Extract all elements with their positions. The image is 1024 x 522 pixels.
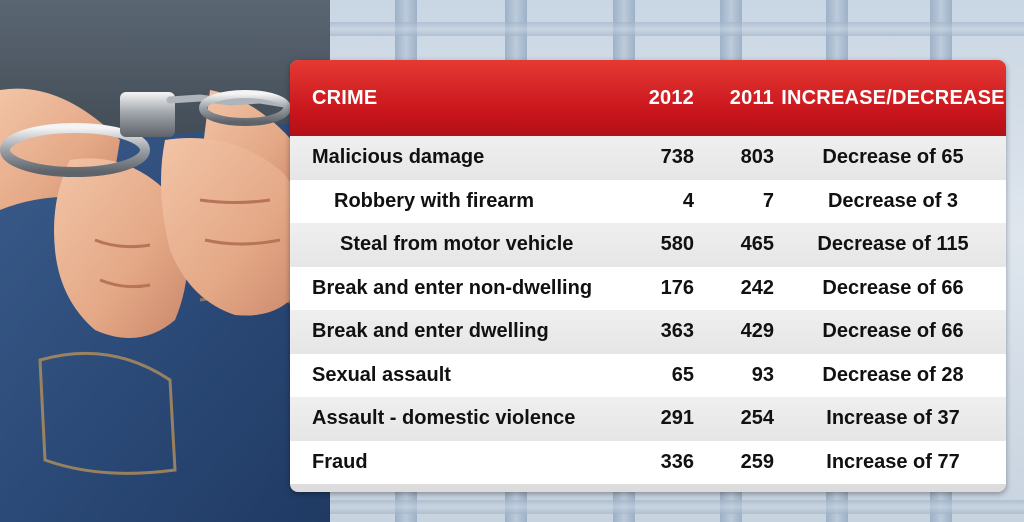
value-2011-cell: 254	[740, 407, 774, 430]
table-row: Sexual assault 65 93 Decrease of 28	[290, 353, 1006, 397]
header-2011: 2011	[729, 86, 774, 109]
change-cell: Decrease of 66	[822, 276, 964, 299]
table-header: CRIME 2012 2011 INCREASE/DECREASE	[290, 60, 1006, 136]
value-2012-cell: 363	[660, 320, 694, 343]
value-2012-cell: 738	[660, 146, 694, 169]
change-cell: Decrease of 28	[822, 363, 964, 386]
crime-table: CRIME 2012 2011 INCREASE/DECREASE Malici…	[290, 60, 1006, 492]
table-row: Steal from motor vehicle 580 465 Decreas…	[290, 223, 1006, 267]
value-2012-cell: 176	[660, 276, 694, 299]
crime-cell: Robbery with firearm	[334, 189, 535, 212]
table-row: Assault - domestic violence 291 254 Incr…	[290, 397, 1006, 441]
table-row: Fraud 336 259 Increase of 77	[290, 440, 1006, 484]
table-row: Malicious damage 738 803 Decrease of 65	[290, 136, 1006, 180]
table-row: Robbery with firearm 4 7 Decrease of 3	[290, 179, 1006, 223]
value-2011-cell: 465	[740, 233, 774, 256]
table-row: Break and enter non-dwelling 176 242 Dec…	[290, 266, 1006, 310]
background-bar	[200, 500, 1024, 514]
crime-cell: Fraud	[312, 450, 368, 473]
header-2012: 2012	[648, 86, 694, 109]
value-2011-cell: 7	[762, 189, 774, 212]
change-cell: Decrease of 115	[817, 233, 969, 256]
value-2011-cell: 429	[740, 320, 774, 343]
value-2011-cell: 93	[751, 363, 774, 386]
header-crime: CRIME	[312, 86, 378, 109]
crime-cell: Steal from motor vehicle	[340, 233, 574, 256]
change-cell: Increase of 37	[826, 407, 960, 430]
value-2012-cell: 65	[671, 363, 694, 386]
background-bar	[200, 22, 1024, 36]
change-cell: Decrease of 66	[822, 320, 964, 343]
value-2012-cell: 336	[660, 450, 694, 473]
table-row: Break and enter dwelling 363 429 Decreas…	[290, 310, 1006, 354]
value-2012-cell: 580	[660, 233, 694, 256]
change-cell: Increase of 77	[826, 450, 960, 473]
handcuffed-hands-photo	[0, 0, 330, 522]
change-cell: Decrease of 65	[822, 146, 964, 169]
header-change: INCREASE/DECREASE	[781, 86, 1005, 109]
value-2012-cell: 291	[660, 407, 694, 430]
crime-cell: Break and enter dwelling	[312, 320, 549, 343]
value-2011-cell: 803	[740, 146, 774, 169]
crime-cell: Assault - domestic violence	[312, 407, 576, 430]
crime-cell: Sexual assault	[312, 363, 451, 386]
change-cell: Decrease of 3	[827, 189, 959, 212]
value-2011-cell: 259	[740, 450, 774, 473]
value-2012-cell: 4	[682, 189, 694, 212]
crime-cell: Malicious damage	[312, 146, 485, 169]
crime-cell: Break and enter non-dwelling	[312, 276, 593, 299]
value-2011-cell: 242	[740, 276, 774, 299]
